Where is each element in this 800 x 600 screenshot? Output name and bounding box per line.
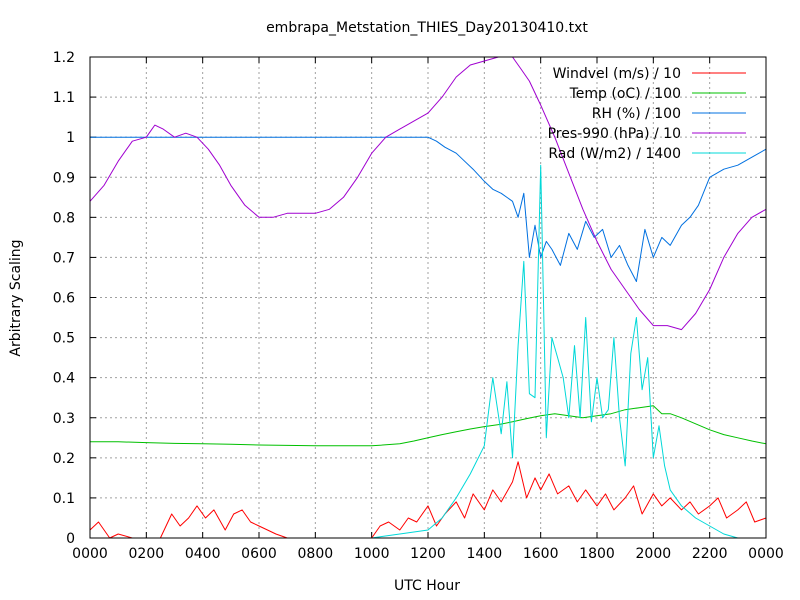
- y-tick-label: 1: [66, 130, 75, 146]
- x-tick-label: 0400: [185, 546, 221, 562]
- x-tick-label: 0600: [241, 546, 277, 562]
- x-tick-label: 0000: [72, 546, 108, 562]
- x-tick-label: 0800: [298, 546, 334, 562]
- y-tick-label: 0: [66, 531, 75, 547]
- y-tick-label: 0.6: [53, 291, 75, 307]
- y-tick-label: 1.2: [53, 50, 75, 66]
- series-line-2: [90, 405, 767, 447]
- x-tick-label: 1400: [467, 546, 503, 562]
- axis-ticks: 0000 0200 0400 0600 0800 1000 1200 1400 1600 1800…: [53, 50, 784, 562]
- y-tick-label: 0.3: [53, 411, 75, 427]
- legend: Windvel (m/s) / 10 Temp (oC) / 100 RH (%) …: [548, 66, 746, 162]
- y-tick-label: 0.5: [53, 331, 75, 347]
- y-tick-label: 0.7: [53, 250, 75, 266]
- x-tick-label: 0000: [748, 546, 784, 562]
- y-tick-label: 0.2: [53, 451, 75, 467]
- plot-frame: [89, 56, 767, 539]
- series-lines: [89, 56, 767, 539]
- x-tick-label: 1000: [354, 546, 390, 562]
- legend-label: Pres-990 (hPa) / 10: [548, 126, 681, 142]
- y-tick-label: 0.4: [53, 371, 75, 387]
- chart-title: embrapa_Metstation_THIES_Day20130410.txt: [266, 20, 588, 36]
- y-tick-label: 0.8: [53, 210, 75, 226]
- x-axis-label: UTC Hour: [394, 578, 460, 594]
- x-tick-label: 0200: [129, 546, 165, 562]
- series-line-4: [89, 56, 767, 331]
- x-tick-label: 1800: [579, 546, 615, 562]
- x-tick-label: 1200: [410, 546, 446, 562]
- x-tick-label: 2200: [692, 546, 728, 562]
- series-line-3: [90, 136, 767, 282]
- y-tick-label: 0.9: [53, 170, 75, 186]
- y-tick-label: 1.1: [53, 90, 75, 106]
- legend-label: Rad (W/m2) / 1400: [548, 146, 681, 162]
- y-tick-label: 0.1: [53, 491, 75, 507]
- legend-label: Windvel (m/s) / 10: [553, 66, 681, 82]
- series-line-5: [90, 164, 766, 539]
- legend-label: Temp (oC) / 100: [569, 86, 681, 102]
- y-axis-label: Arbitrary Scaling: [8, 239, 24, 356]
- legend-label: RH (%) / 100: [592, 106, 681, 122]
- x-tick-label: 2000: [636, 546, 672, 562]
- x-tick-label: 1600: [523, 546, 559, 562]
